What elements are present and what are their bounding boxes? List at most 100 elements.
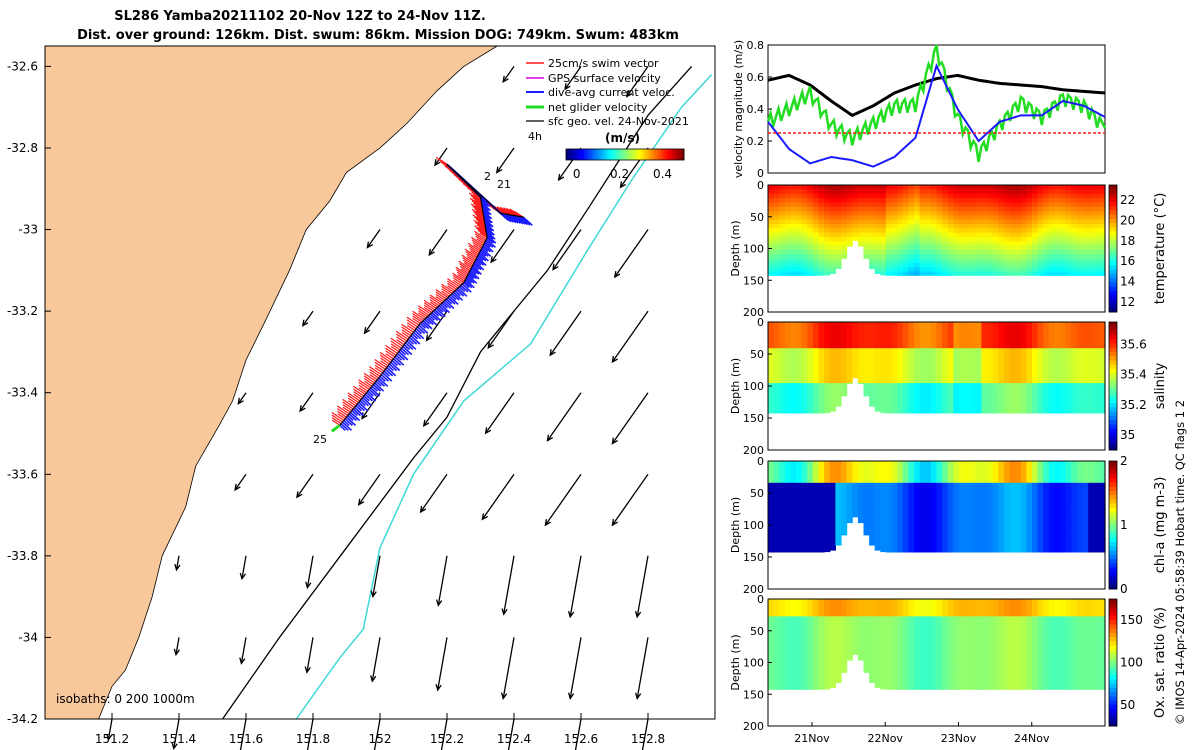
- heatmap-cell: [1043, 189, 1050, 195]
- heatmap-cell: [981, 387, 988, 393]
- colorbar-cell: [1109, 495, 1117, 500]
- heatmap-cell: [1076, 335, 1084, 341]
- heatmap-cell: [886, 232, 893, 238]
- heatmap-cell: [919, 469, 926, 475]
- heatmap-cell: [857, 612, 865, 617]
- heatmap-cell: [1048, 530, 1055, 536]
- heatmap-cell: [1026, 383, 1033, 389]
- heatmap-cell: [886, 219, 893, 225]
- heatmap-cell: [1099, 189, 1106, 195]
- heatmap-cell: [908, 245, 915, 251]
- colorbar-cell: [1109, 214, 1117, 220]
- depth-tick-label: 50: [750, 487, 764, 500]
- heatmap-cell: [773, 616, 780, 622]
- heatmap-cell: [1032, 539, 1039, 545]
- dive-avg-vector: [486, 237, 494, 244]
- heatmap-cell: [1060, 348, 1067, 354]
- heatmap-cell: [1065, 509, 1072, 514]
- heatmap-cell: [936, 322, 943, 327]
- heatmap-cell: [914, 185, 921, 190]
- heatmap-cell: [852, 228, 859, 234]
- heatmap-cell: [1015, 517, 1022, 523]
- heatmap-cell: [1037, 387, 1044, 393]
- dive-avg-vector: [382, 372, 393, 382]
- heatmap-cell: [919, 335, 926, 341]
- heatmap-cell: [981, 254, 988, 260]
- dive-avg-vector: [484, 224, 492, 231]
- heatmap-cell: [768, 206, 775, 212]
- heatmap-cell: [829, 465, 836, 471]
- heatmap-cell: [1093, 526, 1100, 532]
- heatmap-cell: [779, 202, 786, 208]
- speed-colorbar: 0 0.2 0.4: [565, 148, 685, 181]
- heatmap-cell: [818, 228, 825, 234]
- heatmap-cell: [784, 482, 792, 488]
- heatmap-cell: [1082, 478, 1089, 484]
- heatmap-cell: [779, 356, 786, 362]
- heatmap-cell: [818, 215, 825, 221]
- heatmap-cell: [779, 237, 786, 242]
- heatmap-cell: [768, 219, 775, 225]
- dive-avg-vector: [480, 249, 489, 257]
- heatmap-cell: [812, 198, 820, 203]
- heatmap-cell: [925, 211, 932, 216]
- dive-avg-vector: [360, 398, 369, 407]
- heatmap-cell: [824, 262, 831, 268]
- heatmap-cell: [936, 215, 943, 221]
- heatmap-cell: [835, 237, 842, 242]
- heatmap-cell: [1048, 245, 1055, 251]
- heatmap-cell: [891, 245, 898, 251]
- heatmap-cell: [852, 232, 859, 238]
- heatmap-cell: [1020, 326, 1027, 332]
- heatmap-cell: [970, 474, 977, 480]
- heatmap-cell: [987, 254, 994, 260]
- heatmap-cell: [1037, 339, 1044, 345]
- heatmap-cell: [970, 249, 977, 255]
- heatmap-cell: [942, 409, 949, 414]
- heatmap-cell: [902, 387, 909, 393]
- heatmap-cell: [790, 530, 797, 536]
- heatmap-cell: [1060, 339, 1067, 345]
- heatmap-cell: [1099, 237, 1106, 242]
- land-area: [44, 45, 499, 720]
- swim-vector: [353, 391, 363, 399]
- heatmap-cell: [1060, 343, 1067, 349]
- heatmap-cell: [1043, 517, 1050, 523]
- heatmap-cell: [1065, 254, 1072, 260]
- heatmap-cell: [947, 378, 954, 384]
- heatmap-cell: [863, 504, 870, 510]
- heatmap-cell: [768, 655, 775, 661]
- velocity-vector: [485, 392, 515, 434]
- heatmap-cell: [773, 267, 780, 273]
- heatmap-cell: [1048, 509, 1055, 514]
- heatmap-cell: [919, 348, 926, 354]
- swim-vector: [390, 337, 404, 347]
- heatmap-cell: [880, 254, 887, 260]
- heatmap-cell: [914, 258, 921, 264]
- y-tick-label: -33.8: [7, 549, 38, 563]
- heatmap-cell: [773, 258, 780, 264]
- heatmap-cell: [768, 267, 775, 273]
- heatmap-cell: [1015, 185, 1022, 190]
- colorbar-cell: [595, 149, 599, 160]
- heatmap-cell: [796, 365, 803, 371]
- heatmap-cell: [919, 404, 926, 410]
- heatmap-cell: [975, 245, 982, 251]
- heatmap-cell: [796, 535, 803, 541]
- heatmap-cell: [1060, 211, 1067, 216]
- heatmap-cell: [773, 322, 780, 327]
- colorbar-cell: [1109, 231, 1117, 237]
- heatmap-cell: [919, 487, 926, 493]
- heatmap-cell: [807, 241, 814, 247]
- heatmap-cell: [863, 185, 870, 190]
- heatmap-cell: [891, 409, 898, 414]
- heatmap-cell: [936, 254, 943, 260]
- colorbar-cell: [1109, 189, 1117, 194]
- heatmap-cell: [1054, 232, 1061, 238]
- heatmap-cell: [1009, 500, 1016, 506]
- heatmap-cell: [1088, 361, 1095, 367]
- heatmap-cell: [1076, 228, 1084, 234]
- heatmap-cell: [992, 383, 999, 389]
- heatmap-cell: [1099, 322, 1106, 327]
- heatmap-cell: [902, 461, 909, 466]
